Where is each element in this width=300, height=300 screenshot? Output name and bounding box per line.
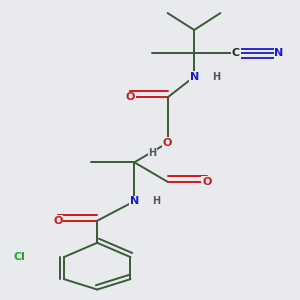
Text: N: N: [190, 72, 199, 82]
Text: H: H: [212, 72, 220, 82]
Text: H: H: [148, 148, 156, 158]
Text: N: N: [130, 196, 139, 206]
Text: H: H: [153, 196, 161, 206]
Text: O: O: [202, 177, 211, 187]
Text: O: O: [126, 92, 135, 102]
Text: O: O: [163, 138, 172, 148]
Text: O: O: [53, 216, 63, 226]
Text: Cl: Cl: [13, 252, 25, 262]
Text: C: C: [232, 48, 240, 58]
Text: N: N: [274, 48, 284, 58]
